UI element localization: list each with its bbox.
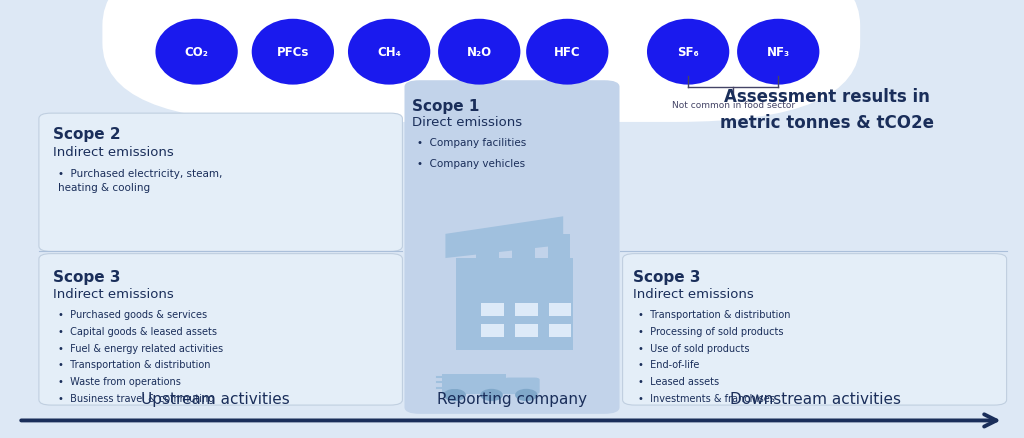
Text: CO₂: CO₂ (184, 46, 209, 59)
FancyBboxPatch shape (549, 303, 571, 316)
Ellipse shape (526, 20, 608, 85)
Ellipse shape (480, 389, 503, 401)
Ellipse shape (438, 20, 520, 85)
Text: Scope 2: Scope 2 (53, 127, 121, 142)
FancyBboxPatch shape (476, 234, 499, 263)
FancyBboxPatch shape (102, 0, 860, 123)
Text: •  Use of sold products: • Use of sold products (638, 343, 750, 353)
FancyBboxPatch shape (442, 374, 506, 394)
FancyBboxPatch shape (549, 324, 571, 337)
Text: •  Leased assets: • Leased assets (638, 376, 719, 386)
FancyBboxPatch shape (39, 254, 402, 405)
Text: Assessment results in
metric tonnes & tCO2e: Assessment results in metric tonnes & tC… (721, 88, 934, 132)
Text: •  Purchased electricity, steam,
heating & cooling: • Purchased electricity, steam, heating … (58, 169, 223, 193)
Ellipse shape (252, 20, 334, 85)
Text: Direct emissions: Direct emissions (412, 116, 522, 129)
Text: •  Capital goods & leased assets: • Capital goods & leased assets (58, 326, 217, 336)
Ellipse shape (515, 389, 538, 401)
Text: Indirect emissions: Indirect emissions (53, 145, 174, 159)
FancyBboxPatch shape (512, 234, 535, 263)
Text: •  Waste from operations: • Waste from operations (58, 376, 181, 386)
Ellipse shape (737, 20, 819, 85)
Text: Scope 3: Scope 3 (633, 269, 700, 284)
FancyBboxPatch shape (39, 114, 402, 252)
Text: Downstream activities: Downstream activities (730, 391, 900, 406)
Text: CH₄: CH₄ (377, 46, 401, 59)
Text: PFCs: PFCs (276, 46, 309, 59)
Text: •  Company facilities: • Company facilities (417, 138, 526, 148)
Text: •  Investments & franchises: • Investments & franchises (638, 393, 775, 403)
Ellipse shape (647, 20, 729, 85)
Text: SF₆: SF₆ (677, 46, 699, 59)
FancyBboxPatch shape (404, 81, 620, 414)
FancyBboxPatch shape (548, 234, 570, 263)
Text: NF₃: NF₃ (767, 46, 790, 59)
FancyBboxPatch shape (623, 254, 1007, 405)
Text: •  Processing of sold products: • Processing of sold products (638, 326, 783, 336)
Polygon shape (445, 217, 563, 258)
Text: Indirect emissions: Indirect emissions (633, 288, 754, 301)
Ellipse shape (156, 20, 238, 85)
FancyBboxPatch shape (481, 303, 504, 316)
Text: HFC: HFC (554, 46, 581, 59)
Text: Scope 1: Scope 1 (412, 99, 479, 113)
Text: Not common in food sector: Not common in food sector (672, 101, 795, 110)
Text: •  Transportation & distribution: • Transportation & distribution (638, 310, 791, 320)
Text: •  Fuel & energy related activities: • Fuel & energy related activities (58, 343, 223, 353)
Text: Upstream activities: Upstream activities (140, 391, 290, 406)
Text: Reporting company: Reporting company (437, 391, 587, 406)
Text: N₂O: N₂O (467, 46, 492, 59)
FancyBboxPatch shape (481, 324, 504, 337)
Text: •  Transportation & distribution: • Transportation & distribution (58, 360, 211, 370)
FancyBboxPatch shape (456, 258, 573, 350)
FancyBboxPatch shape (515, 324, 538, 337)
FancyBboxPatch shape (504, 378, 540, 394)
Text: Indirect emissions: Indirect emissions (53, 288, 174, 301)
Text: •  Company vehicles: • Company vehicles (417, 159, 525, 169)
FancyBboxPatch shape (515, 303, 538, 316)
Ellipse shape (443, 389, 466, 401)
Text: •  Purchased goods & services: • Purchased goods & services (58, 310, 208, 320)
Ellipse shape (348, 20, 430, 85)
Text: Scope 3: Scope 3 (53, 269, 121, 284)
Text: •  End-of-life: • End-of-life (638, 360, 699, 370)
Text: •  Business travel & commuting: • Business travel & commuting (58, 393, 215, 403)
